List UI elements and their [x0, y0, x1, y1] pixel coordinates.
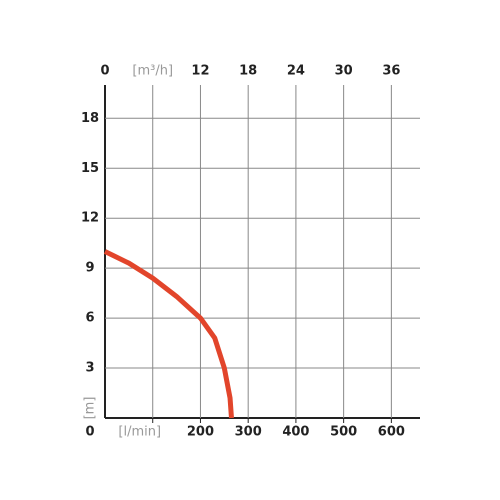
x2-tick-label: 30 — [335, 64, 353, 79]
x-tick-label: 500 — [330, 425, 357, 440]
x2-tick-label: 24 — [287, 64, 305, 79]
x-tick-label: 200 — [187, 425, 214, 440]
x2-tick-label: 12 — [191, 64, 209, 79]
x2-tick-label: 36 — [382, 64, 400, 79]
x2-tick-label: 18 — [239, 64, 257, 79]
y-tick-label: 12 — [81, 211, 99, 226]
y-tick-label: 3 — [85, 361, 94, 376]
y-tick-label: 0 — [85, 425, 94, 440]
y-axis-label: [m] — [83, 397, 98, 420]
x-tick-label: 400 — [282, 425, 309, 440]
y-tick-label: 18 — [81, 111, 99, 126]
x2-tick-label: [m³/h] — [132, 64, 173, 79]
x-tick-label: 300 — [235, 425, 262, 440]
curve — [103, 249, 234, 419]
y-tick-label: 9 — [85, 261, 94, 276]
x-tick-label: 600 — [378, 425, 405, 440]
y-tick-label: 15 — [81, 161, 99, 176]
x-tick-label: [l/min] — [118, 425, 161, 440]
x2-tick-label: 0 — [100, 64, 109, 79]
y-tick-label: 6 — [85, 311, 94, 326]
